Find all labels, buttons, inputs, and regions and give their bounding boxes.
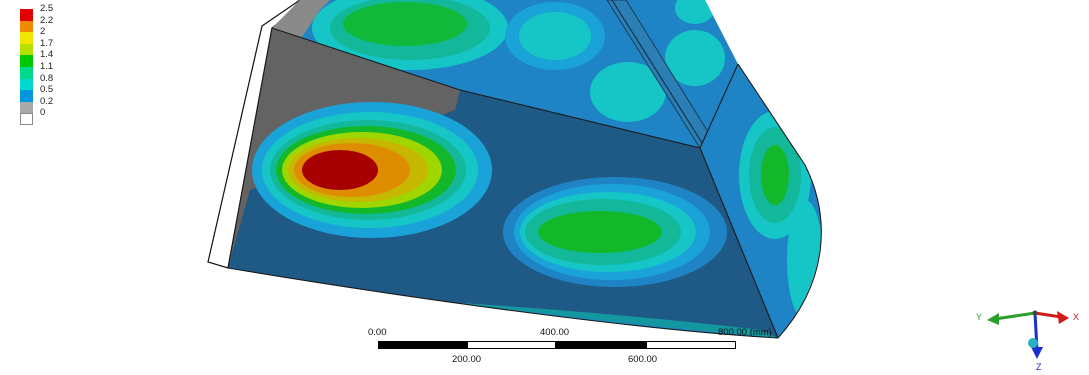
legend-label: 1.4 (40, 49, 54, 61)
legend-swatch (20, 55, 33, 67)
legend-label: 0.8 (40, 72, 54, 84)
scalebar-label: 200.00 (452, 354, 482, 365)
legend-swatch (20, 43, 33, 56)
legend-swatch (20, 66, 33, 79)
legend-swatch (20, 78, 33, 91)
legend-swatch (20, 32, 33, 44)
orientation-triad[interactable] (975, 295, 1085, 375)
triad-x-label: X (1073, 312, 1080, 322)
legend-label: 0.2 (40, 95, 54, 107)
scalebar-label: 400.00 (540, 327, 570, 338)
legend-swatch (20, 9, 33, 21)
legend-swatch (20, 113, 33, 125)
legend-label: 0 (40, 107, 46, 119)
model-edges (227, 27, 822, 339)
legend-label: 2 (40, 26, 46, 38)
scalebar-segment (378, 341, 467, 349)
scalebar-segment (467, 341, 556, 349)
legend-label: 2.5 (40, 3, 54, 14)
scalebar-segment (556, 341, 646, 349)
scalebar-label: 0.00 (368, 327, 387, 338)
legend-label: 1.1 (40, 60, 54, 72)
scalebar-segment (646, 341, 736, 349)
triad-z-label: Z (1036, 362, 1042, 372)
scalebar-label: 800.00 (mm) (718, 327, 772, 338)
legend-swatch (20, 101, 33, 114)
triad-y-label: Y (976, 312, 983, 322)
legend-label: 1.7 (40, 37, 54, 49)
legend-label: 0.5 (40, 84, 54, 96)
legend-swatch (20, 20, 33, 33)
legend-label: 2.2 (40, 14, 54, 26)
scalebar-label: 600.00 (628, 354, 658, 365)
legend-swatch (20, 90, 33, 102)
